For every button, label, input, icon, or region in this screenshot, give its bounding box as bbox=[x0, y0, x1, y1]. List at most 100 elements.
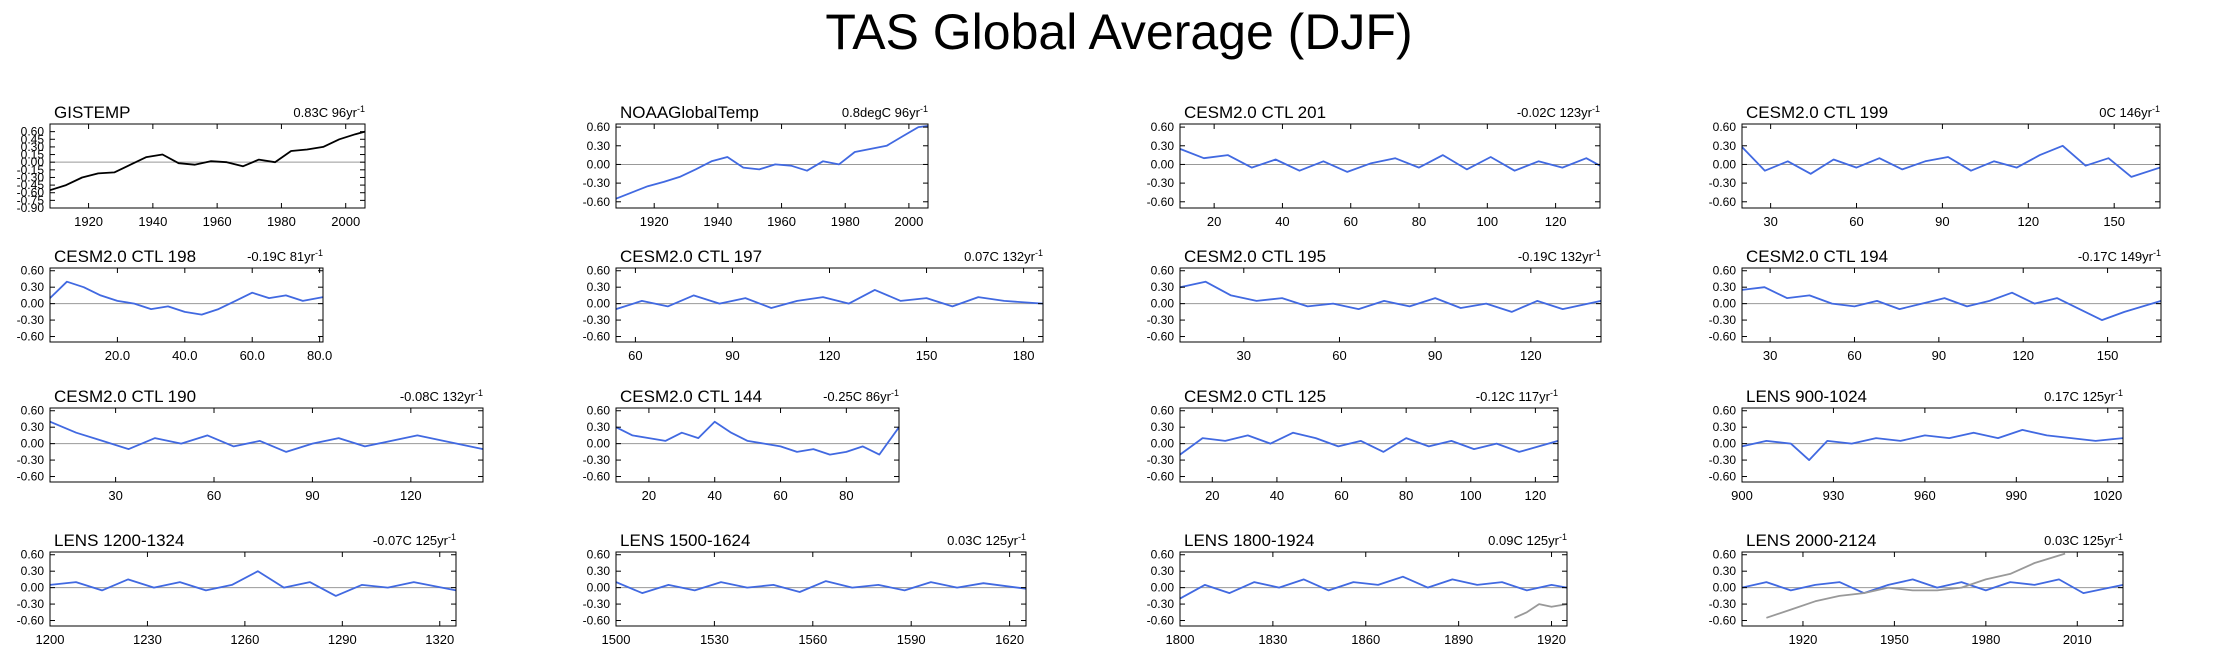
x-tick-label: 1230 bbox=[133, 632, 162, 647]
x-tick-label: 30 bbox=[1237, 348, 1251, 363]
y-tick-label: 0.30 bbox=[587, 139, 611, 153]
y-tick-label: 0.60 bbox=[1713, 120, 1737, 134]
x-tick-label: 120 bbox=[1545, 214, 1567, 229]
y-tick-label: -0.30 bbox=[17, 597, 45, 611]
x-tick-label: 1980 bbox=[1971, 632, 2000, 647]
y-tick-label: 0.30 bbox=[21, 140, 45, 154]
x-tick-label: 1890 bbox=[1444, 632, 1473, 647]
trend-label: -0.17C 149yr-1 bbox=[2078, 248, 2161, 264]
series-line-1 bbox=[615, 420, 900, 456]
series-line-1 bbox=[615, 125, 929, 200]
y-tick-label: -0.60 bbox=[1147, 470, 1175, 484]
plot-frame bbox=[1179, 551, 1568, 627]
plot-frame bbox=[49, 123, 366, 209]
y-tick-label: -0.60 bbox=[17, 470, 45, 484]
x-tick-label: 1920 bbox=[1788, 632, 1817, 647]
y-tick-label: 0.00 bbox=[1713, 581, 1737, 595]
trend-value: 0.8degC 96yr bbox=[842, 105, 921, 120]
y-tick-label: -0.60 bbox=[1147, 330, 1175, 344]
trend-label: -0.25C 86yr-1 bbox=[823, 388, 899, 404]
x-tick-label: 80.0 bbox=[307, 348, 332, 363]
x-tick-label: 2010 bbox=[2063, 632, 2092, 647]
x-tick-label: 1960 bbox=[203, 214, 232, 229]
x-tick-label: 1290 bbox=[328, 632, 357, 647]
panel-title: GISTEMP bbox=[54, 103, 131, 122]
y-tick-label: -0.30 bbox=[1709, 176, 1737, 190]
y-tick-label: 0.60 bbox=[1151, 548, 1175, 562]
x-tick-label: 1620 bbox=[995, 632, 1024, 647]
trend-value: 0.03C 125yr bbox=[2044, 533, 2115, 548]
y-tick-label: 0.00 bbox=[1713, 157, 1737, 171]
panel-5: 0.60 0.30 0.00 -0.30 -0.60 20.0 40.0 60.0 80.0 CE… bbox=[17, 247, 333, 363]
trend-value: 0.03C 125yr bbox=[947, 533, 1018, 548]
x-tick-label: 150 bbox=[2103, 214, 2125, 229]
x-tick-label: 60 bbox=[1847, 348, 1861, 363]
x-tick-label: 1920 bbox=[640, 214, 669, 229]
trend-value: -0.08C 132yr bbox=[400, 389, 476, 404]
trend-label: 0.07C 132yr-1 bbox=[964, 248, 1043, 264]
plot-frame bbox=[1179, 267, 1602, 343]
series-line-1 bbox=[49, 280, 324, 316]
panel-title: CESM2.0 CTL 125 bbox=[1184, 387, 1326, 406]
x-tick-label: 1980 bbox=[267, 214, 296, 229]
y-tick-label: 0.30 bbox=[1713, 564, 1737, 578]
y-tick-label: 0.30 bbox=[1151, 564, 1175, 578]
y-tick-label: 0.60 bbox=[587, 120, 611, 134]
trend-label: 0.03C 125yr-1 bbox=[2044, 532, 2123, 548]
trend-value: 0.17C 125yr bbox=[2044, 389, 2115, 404]
y-tick-label: -0.15 bbox=[17, 163, 45, 177]
trend-exponent: -1 bbox=[1593, 248, 1601, 258]
plot-frame bbox=[1179, 407, 1559, 483]
x-tick-label: 1830 bbox=[1258, 632, 1287, 647]
panel-title: LENS 1800-1924 bbox=[1184, 531, 1314, 550]
y-tick-label: -0.30 bbox=[17, 453, 45, 467]
trend-exponent: -1 bbox=[357, 104, 365, 114]
panel-6: 0.60 0.30 0.00 -0.30 -0.60 60 90 120 150 180 CESM2… bbox=[583, 247, 1044, 363]
x-tick-label: 1940 bbox=[703, 214, 732, 229]
y-tick-label: 0.60 bbox=[1151, 120, 1175, 134]
y-tick-label: 0.60 bbox=[587, 404, 611, 418]
y-tick-label: 0.00 bbox=[1151, 297, 1175, 311]
x-tick-label: 40 bbox=[1275, 214, 1289, 229]
trend-exponent: -1 bbox=[448, 532, 456, 542]
trend-value: -0.07C 125yr bbox=[373, 533, 449, 548]
x-tick-label: 1800 bbox=[1166, 632, 1195, 647]
series-line-1 bbox=[1741, 428, 2124, 462]
panel-title: CESM2.0 CTL 194 bbox=[1746, 247, 1888, 266]
x-tick-label: 20 bbox=[1205, 488, 1219, 503]
y-tick-label: -0.30 bbox=[1147, 597, 1175, 611]
panel-title: CESM2.0 CTL 197 bbox=[620, 247, 762, 266]
y-tick-label: -0.60 bbox=[583, 470, 611, 484]
panel-10: 0.60 0.30 0.00 -0.30 -0.60 20 40 60 80 CESM2.0 CT… bbox=[583, 387, 900, 503]
y-tick-label: 0.00 bbox=[1151, 437, 1175, 451]
panel-11: 0.60 0.30 0.00 -0.30 -0.60 20 40 60 80 100 120 CESM… bbox=[1147, 387, 1559, 503]
x-tick-label: 2000 bbox=[331, 214, 360, 229]
x-tick-label: 180 bbox=[1013, 348, 1035, 363]
panel-title: CESM2.0 CTL 195 bbox=[1184, 247, 1326, 266]
x-tick-label: 150 bbox=[2097, 348, 2119, 363]
panel-4: 0.60 0.30 0.00 -0.30 -0.60 30 60 90 120 150 CESM2.… bbox=[1709, 103, 2161, 229]
x-tick-label: 20.0 bbox=[105, 348, 130, 363]
trend-label: 0.03C 125yr-1 bbox=[947, 532, 1026, 548]
y-tick-label: 0.00 bbox=[21, 297, 45, 311]
y-tick-label: 0.30 bbox=[21, 564, 45, 578]
y-tick-label: 0.60 bbox=[21, 404, 45, 418]
panel-12: 0.60 0.30 0.00 -0.30 -0.60 900 930 960 990 1020 LE… bbox=[1709, 387, 2124, 503]
trend-value: -0.02C 123yr bbox=[1517, 105, 1593, 120]
plot-frame bbox=[49, 407, 484, 483]
trend-label: 0.17C 125yr-1 bbox=[2044, 388, 2123, 404]
trend-exponent: -1 bbox=[2153, 248, 2161, 258]
x-tick-label: 120 bbox=[819, 348, 841, 363]
trend-exponent: -1 bbox=[2115, 532, 2123, 542]
y-tick-label: -0.60 bbox=[1709, 195, 1737, 209]
trend-exponent: -1 bbox=[315, 248, 323, 258]
y-tick-label: -0.60 bbox=[1709, 330, 1737, 344]
trend-label: 0.83C 96yr-1 bbox=[293, 104, 365, 120]
y-tick-label: -0.60 bbox=[1147, 195, 1175, 209]
trend-label: -0.08C 132yr-1 bbox=[400, 388, 483, 404]
plot-frame bbox=[1741, 267, 2162, 343]
panel-7: 0.60 0.30 0.00 -0.30 -0.60 30 60 90 120 CESM2.0 C… bbox=[1147, 247, 1602, 363]
y-tick-label: 0.00 bbox=[1151, 157, 1175, 171]
x-tick-label: 1320 bbox=[425, 632, 454, 647]
y-tick-label: -0.60 bbox=[17, 186, 45, 200]
